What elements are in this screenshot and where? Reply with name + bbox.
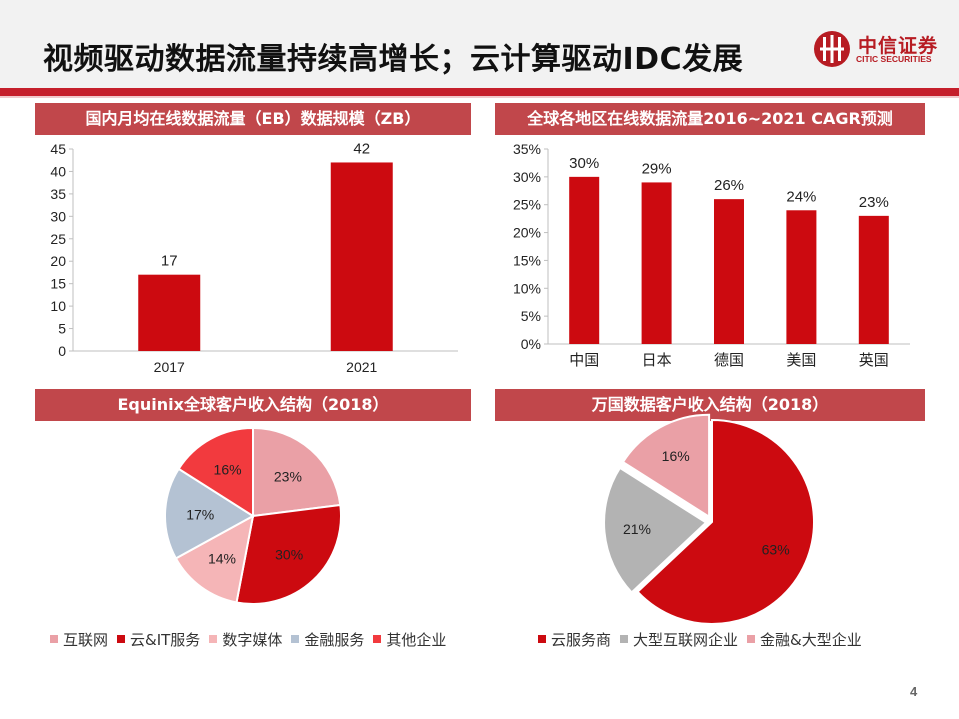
- chart2-bar: [858, 215, 889, 344]
- chart1-x-tick-label: 2021: [346, 359, 377, 375]
- panel-title-domestic-traffic: 国内月均在线数据流量（EB）数据规模（ZB）: [35, 103, 471, 135]
- equinix-legend-item: 云&IT服务: [117, 629, 200, 650]
- chart2-y-tick-label: 5%: [521, 308, 541, 324]
- chart2-x-tick-label: 中国: [569, 352, 599, 369]
- equinix-legend-label: 云&IT服务: [130, 631, 201, 649]
- chart1-y-tick-label: 25: [50, 231, 66, 247]
- equinix-legend-label: 金融服务: [304, 631, 365, 649]
- pie-gds-slice-label: 21%: [623, 521, 651, 537]
- chart1-y-tick-label: 45: [50, 141, 66, 157]
- chart2-y-tick-label: 20%: [513, 225, 541, 241]
- chart2-y-tick-label: 30%: [513, 169, 541, 185]
- gds-legend-label: 金融&大型企业: [760, 631, 862, 649]
- chart2-x-tick-label: 美国: [786, 352, 816, 369]
- gds-legend-item: 金融&大型企业: [747, 629, 862, 650]
- pie-equinix-slice: [177, 426, 254, 518]
- chart1-bar: [138, 274, 201, 351]
- gds-legend-label: 云服务商: [551, 631, 612, 649]
- panel-title-global-cagr: 全球各地区在线数据流量2016~2021 CAGR预测: [495, 103, 925, 135]
- pie-equinix-slice: [252, 426, 342, 518]
- gds-legend-swatch: [620, 634, 629, 643]
- gds-legend-swatch: [747, 634, 756, 643]
- pie-gds-slice-label: 63%: [762, 542, 790, 558]
- page-number: 4: [910, 684, 918, 699]
- chart1-x-tick-label: 2017: [154, 359, 185, 375]
- chart1-y-tick-label: 35: [50, 186, 66, 202]
- chart2-x-tick-label: 英国: [859, 351, 889, 369]
- chart2-y-tick-label: 25%: [513, 197, 541, 213]
- equinix-legend-item: 数字媒体: [209, 629, 282, 650]
- chart2-data-label: 29%: [642, 160, 672, 177]
- gds-legend-item: 云服务商: [538, 629, 611, 650]
- citic-emblem-icon: [814, 31, 850, 67]
- equinix-legend-label: 数字媒体: [222, 631, 283, 649]
- chart2-data-label: 23%: [859, 194, 889, 211]
- equinix-legend-swatch: [209, 634, 218, 643]
- pie-equinix-slice-label: 16%: [214, 462, 242, 478]
- pie-equinix-slice-label: 23%: [274, 468, 302, 484]
- equinix-legend-label: 互联网: [63, 631, 109, 649]
- pie-gds-slice: [636, 418, 815, 625]
- citic-logo: 中信证券 CITIC SECURITIES: [812, 29, 947, 69]
- chart2-x-tick-label: 德国: [714, 351, 744, 369]
- legend-gds: 云服务商 大型互联网企业 金融&大型企业: [538, 629, 871, 650]
- equinix-legend-swatch: [117, 634, 126, 643]
- pie-gds-slice-label: 16%: [662, 448, 690, 464]
- chart1-y-tick-label: 30: [50, 208, 66, 224]
- chart2-data-label: 26%: [714, 177, 744, 194]
- equinix-legend-item: 互联网: [50, 629, 108, 650]
- chart1-y-tick-label: 15: [50, 276, 66, 292]
- pie-equinix-slice-label: 17%: [186, 506, 214, 522]
- chart2-bar: [641, 182, 672, 344]
- equinix-legend-swatch: [373, 634, 382, 643]
- pie-equinix-slice-label: 14%: [208, 551, 236, 567]
- chart2-bar: [714, 199, 744, 344]
- logo-chinese: 中信证券: [858, 35, 939, 57]
- chart2-y-tick-label: 0%: [521, 336, 541, 352]
- chart2-data-label: 24%: [786, 188, 816, 205]
- equinix-legend-swatch: [291, 634, 300, 643]
- chart2-y-tick-label: 15%: [513, 252, 541, 268]
- chart2-y-tick-label: 10%: [513, 280, 541, 296]
- chart2-y-tick-label: 35%: [513, 141, 541, 157]
- chart1-data-label: 17: [161, 253, 178, 270]
- chart1-y-tick-label: 5: [58, 321, 66, 337]
- equinix-legend-item: 其他企业: [373, 629, 446, 650]
- chart2-bar: [786, 210, 817, 344]
- chart2-bar: [569, 176, 600, 344]
- pie-equinix-slice: [164, 467, 255, 560]
- chart1-bar: [330, 162, 393, 351]
- pie-equinix-slice-label: 30%: [275, 546, 303, 562]
- chart1-y-tick-label: 10: [50, 298, 66, 314]
- pie-gds-slice: [621, 413, 711, 519]
- legend-equinix: 互联网 云&IT服务 数字媒体 金融服务 其他企业: [50, 629, 455, 650]
- chart1-y-tick-label: 0: [58, 343, 66, 359]
- gds-legend-swatch: [538, 634, 546, 643]
- equinix-legend-label: 其他企业: [386, 631, 447, 649]
- gds-legend-label: 大型互联网企业: [633, 631, 739, 649]
- pie-equinix-slice: [235, 503, 342, 605]
- header-divider: [0, 88, 959, 96]
- chart2-x-tick-label: 日本: [642, 352, 672, 369]
- chart2-data-label: 30%: [569, 155, 599, 172]
- header-bar: [0, 0, 959, 88]
- header-divider-shadow: [0, 96, 959, 98]
- gds-legend-item: 大型互联网企业: [620, 629, 738, 650]
- chart1-y-tick-label: 40: [50, 163, 66, 179]
- chart1-y-tick-label: 20: [50, 253, 66, 269]
- equinix-legend-swatch: [50, 634, 58, 643]
- pie-equinix-slice: [174, 514, 255, 604]
- chart1-data-label: 42: [353, 140, 370, 157]
- panel-title-equinix: Equinix全球客户收入结构（2018）: [35, 389, 471, 421]
- equinix-legend-item: 金融服务: [291, 629, 364, 650]
- page-title: 视频驱动数据流量持续高增长；云计算驱动IDC发展: [43, 42, 744, 77]
- logo-english: CITIC SECURITIES: [856, 54, 932, 64]
- pie-gds-slice: [603, 466, 708, 594]
